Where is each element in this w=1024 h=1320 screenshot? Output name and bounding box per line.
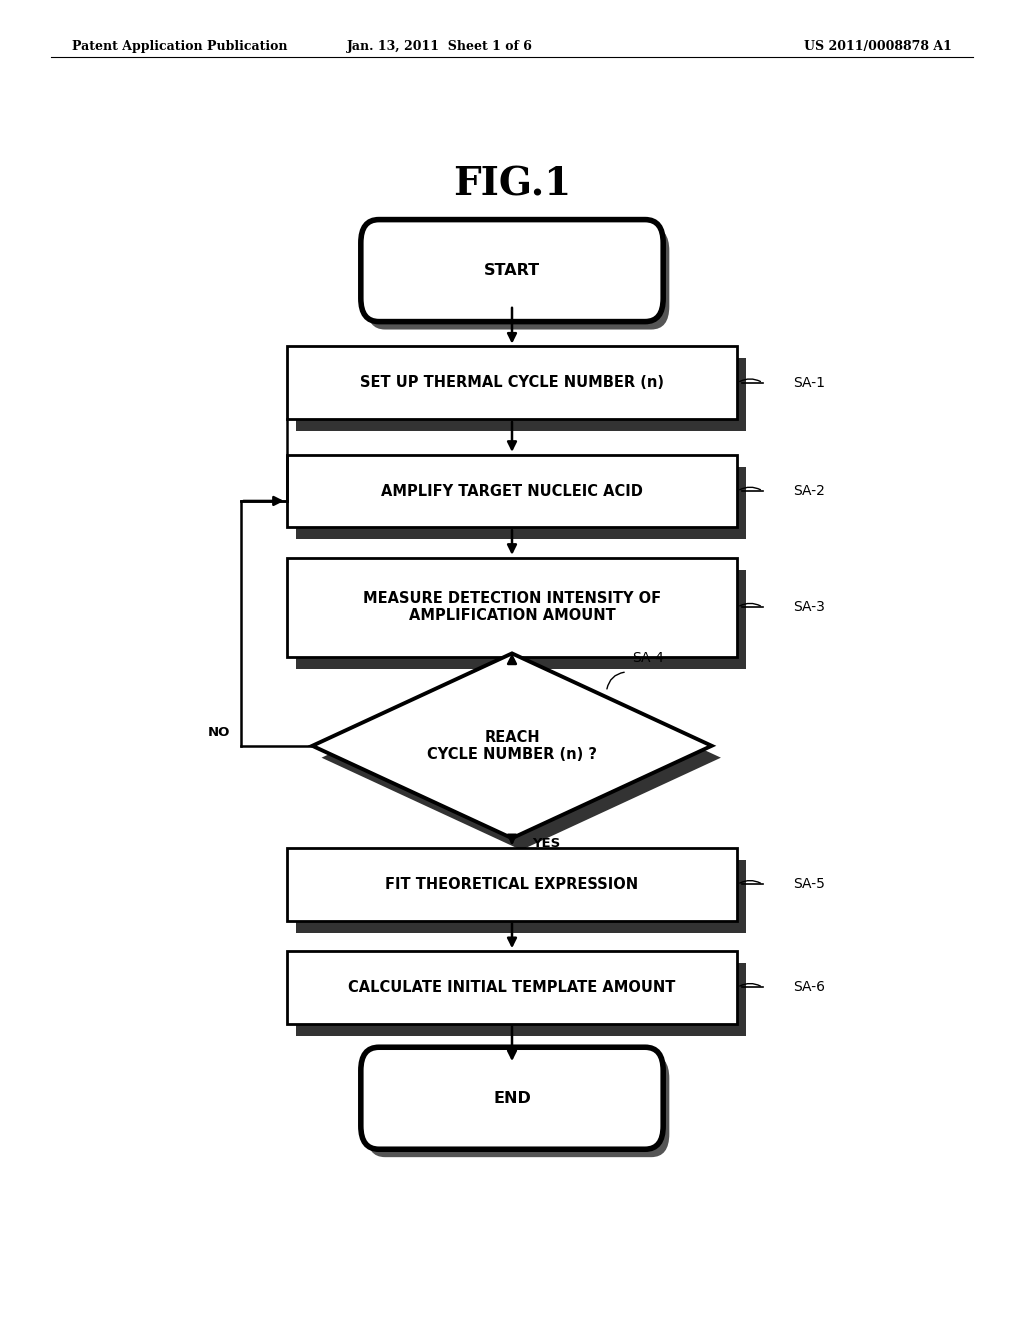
FancyBboxPatch shape — [367, 1055, 670, 1158]
Text: Patent Application Publication: Patent Application Publication — [72, 40, 287, 53]
Text: YES: YES — [532, 837, 561, 850]
Bar — [296, 466, 746, 539]
Bar — [287, 454, 737, 527]
Text: REACH
CYCLE NUMBER (n) ?: REACH CYCLE NUMBER (n) ? — [427, 730, 597, 762]
Text: SA-3: SA-3 — [794, 601, 825, 614]
Text: FIT THEORETICAL EXPRESSION: FIT THEORETICAL EXPRESSION — [385, 876, 639, 892]
Text: AMPLIFY TARGET NUCLEIC ACID: AMPLIFY TARGET NUCLEIC ACID — [381, 483, 643, 499]
Text: FIG.1: FIG.1 — [453, 165, 571, 203]
Bar — [296, 964, 746, 1035]
Text: SA-1: SA-1 — [794, 376, 825, 389]
Text: SA-4: SA-4 — [632, 651, 664, 665]
Text: SET UP THERMAL CYCLE NUMBER (n): SET UP THERMAL CYCLE NUMBER (n) — [360, 375, 664, 391]
Text: START: START — [484, 263, 540, 279]
Text: NO: NO — [208, 726, 230, 739]
Text: END: END — [494, 1090, 530, 1106]
Text: MEASURE DETECTION INTENSITY OF
AMPLIFICATION AMOUNT: MEASURE DETECTION INTENSITY OF AMPLIFICA… — [362, 591, 662, 623]
Text: SA-2: SA-2 — [794, 484, 825, 498]
Polygon shape — [322, 665, 721, 850]
Bar — [296, 570, 746, 668]
Bar — [287, 557, 737, 656]
Bar — [287, 849, 737, 921]
Bar — [296, 861, 746, 932]
Polygon shape — [312, 653, 712, 838]
Bar — [287, 346, 737, 420]
Text: CALCULATE INITIAL TEMPLATE AMOUNT: CALCULATE INITIAL TEMPLATE AMOUNT — [348, 979, 676, 995]
Text: SA-5: SA-5 — [794, 878, 825, 891]
Bar — [296, 358, 746, 430]
Text: US 2011/0008878 A1: US 2011/0008878 A1 — [805, 40, 952, 53]
FancyBboxPatch shape — [360, 219, 664, 322]
FancyBboxPatch shape — [360, 1047, 664, 1150]
Text: SA-6: SA-6 — [794, 981, 825, 994]
Text: Jan. 13, 2011  Sheet 1 of 6: Jan. 13, 2011 Sheet 1 of 6 — [347, 40, 534, 53]
Bar — [287, 950, 737, 1024]
FancyBboxPatch shape — [367, 227, 670, 330]
